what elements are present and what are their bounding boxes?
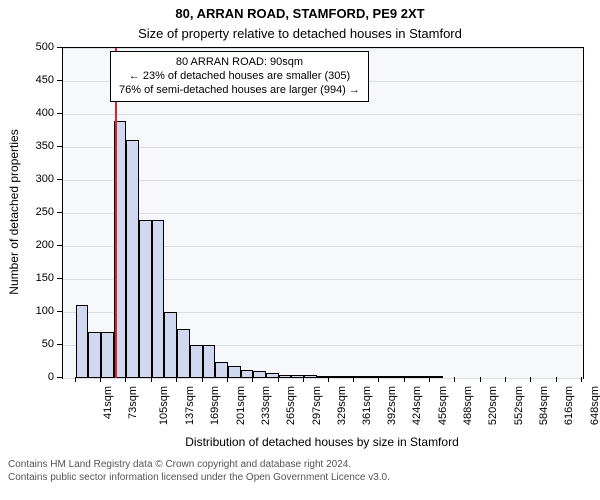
xtick-label: 648sqm: [589, 386, 600, 425]
xtick-mark: [505, 377, 506, 382]
xtick-mark: [100, 377, 101, 382]
xtick-label: 105sqm: [159, 386, 171, 425]
xtick-label: 488sqm: [462, 386, 474, 425]
histogram-bar: [76, 305, 89, 378]
ytick-mark: [57, 113, 62, 114]
xtick-label: 361sqm: [361, 386, 373, 425]
footer-attribution: Contains HM Land Registry data © Crown c…: [0, 459, 600, 484]
histogram-bar: [215, 362, 228, 379]
histogram-bar: [431, 376, 444, 378]
ytick-mark: [57, 278, 62, 279]
xtick-label: 233sqm: [260, 386, 272, 425]
footer-line1: Contains HM Land Registry data © Crown c…: [8, 459, 592, 472]
xtick-mark: [227, 377, 228, 382]
gridline: [63, 147, 583, 148]
ytick-mark: [57, 377, 62, 378]
xtick-mark: [530, 377, 531, 382]
annotation-line3: 76% of semi-detached houses are larger (…: [119, 84, 360, 98]
xtick-mark: [480, 377, 481, 382]
xtick-label: 392sqm: [386, 386, 398, 425]
annotation-box: 80 ARRAN ROAD: 90sqm ← 23% of detached h…: [110, 51, 369, 102]
histogram-bar: [355, 376, 368, 378]
gridline: [63, 48, 583, 49]
xtick-mark: [202, 377, 203, 382]
histogram-bar: [279, 375, 292, 378]
xtick-mark: [404, 377, 405, 382]
histogram-bar: [177, 329, 190, 379]
ytick-label: 500: [14, 41, 54, 53]
ytick-mark: [57, 80, 62, 81]
xtick-label: 265sqm: [285, 386, 297, 425]
histogram-bar: [253, 371, 266, 378]
xtick-label: 201sqm: [235, 386, 247, 425]
xtick-mark: [278, 377, 279, 382]
gridline: [63, 213, 583, 214]
xtick-label: 552sqm: [513, 386, 525, 425]
histogram-bar: [88, 332, 101, 378]
ytick-label: 450: [14, 74, 54, 86]
xtick-label: 456sqm: [437, 386, 449, 425]
xtick-mark: [581, 377, 582, 382]
chart-container: { "titles": { "line1": "80, ARRAN ROAD, …: [0, 0, 600, 500]
histogram-bar: [228, 366, 241, 378]
ytick-mark: [57, 311, 62, 312]
chart-title-line2: Size of property relative to detached ho…: [0, 26, 600, 41]
xtick-mark: [328, 377, 329, 382]
xtick-label: 616sqm: [564, 386, 576, 425]
histogram-bar: [304, 375, 317, 378]
histogram-bar: [139, 220, 152, 378]
xtick-mark: [176, 377, 177, 382]
ytick-label: 50: [14, 338, 54, 350]
histogram-bar: [152, 220, 165, 378]
xtick-mark: [303, 377, 304, 382]
ytick-mark: [57, 344, 62, 345]
chart-title-line1: 80, ARRAN ROAD, STAMFORD, PE9 2XT: [0, 6, 600, 21]
ytick-label: 100: [14, 305, 54, 317]
xtick-label: 137sqm: [184, 386, 196, 425]
ytick-label: 0: [14, 371, 54, 383]
ytick-label: 350: [14, 140, 54, 152]
histogram-bar: [380, 376, 393, 378]
xtick-mark: [454, 377, 455, 382]
xtick-mark: [353, 377, 354, 382]
xtick-label: 520sqm: [488, 386, 500, 425]
histogram-bar: [329, 376, 342, 378]
annotation-line1: 80 ARRAN ROAD: 90sqm: [119, 56, 360, 70]
gridline: [63, 114, 583, 115]
xtick-label: 329sqm: [336, 386, 348, 425]
xtick-mark: [75, 377, 76, 382]
histogram-bar: [164, 312, 177, 378]
histogram-bar: [405, 376, 418, 378]
histogram-bar: [101, 332, 114, 378]
xtick-label: 41sqm: [102, 386, 114, 419]
ytick-mark: [57, 146, 62, 147]
ytick-label: 200: [14, 239, 54, 251]
ytick-mark: [57, 47, 62, 48]
xtick-mark: [252, 377, 253, 382]
xtick-label: 297sqm: [311, 386, 323, 425]
histogram-bar: [190, 345, 203, 378]
xtick-mark: [556, 377, 557, 382]
xtick-mark: [125, 377, 126, 382]
ytick-label: 250: [14, 206, 54, 218]
xtick-label: 169sqm: [209, 386, 221, 425]
ytick-mark: [57, 245, 62, 246]
footer-line2: Contains public sector information licen…: [8, 472, 592, 485]
xtick-label: 73sqm: [127, 386, 139, 419]
xtick-label: 584sqm: [538, 386, 550, 425]
histogram-bar: [126, 140, 139, 378]
xtick-mark: [429, 377, 430, 382]
ytick-label: 400: [14, 107, 54, 119]
ytick-label: 300: [14, 173, 54, 185]
ytick-label: 150: [14, 272, 54, 284]
xtick-label: 424sqm: [411, 386, 423, 425]
gridline: [63, 180, 583, 181]
x-axis-label: Distribution of detached houses by size …: [185, 435, 458, 449]
xtick-mark: [378, 377, 379, 382]
ytick-mark: [57, 179, 62, 180]
annotation-line2: ← 23% of detached houses are smaller (30…: [119, 70, 360, 84]
histogram-bar: [203, 345, 216, 378]
xtick-mark: [151, 377, 152, 382]
ytick-mark: [57, 212, 62, 213]
